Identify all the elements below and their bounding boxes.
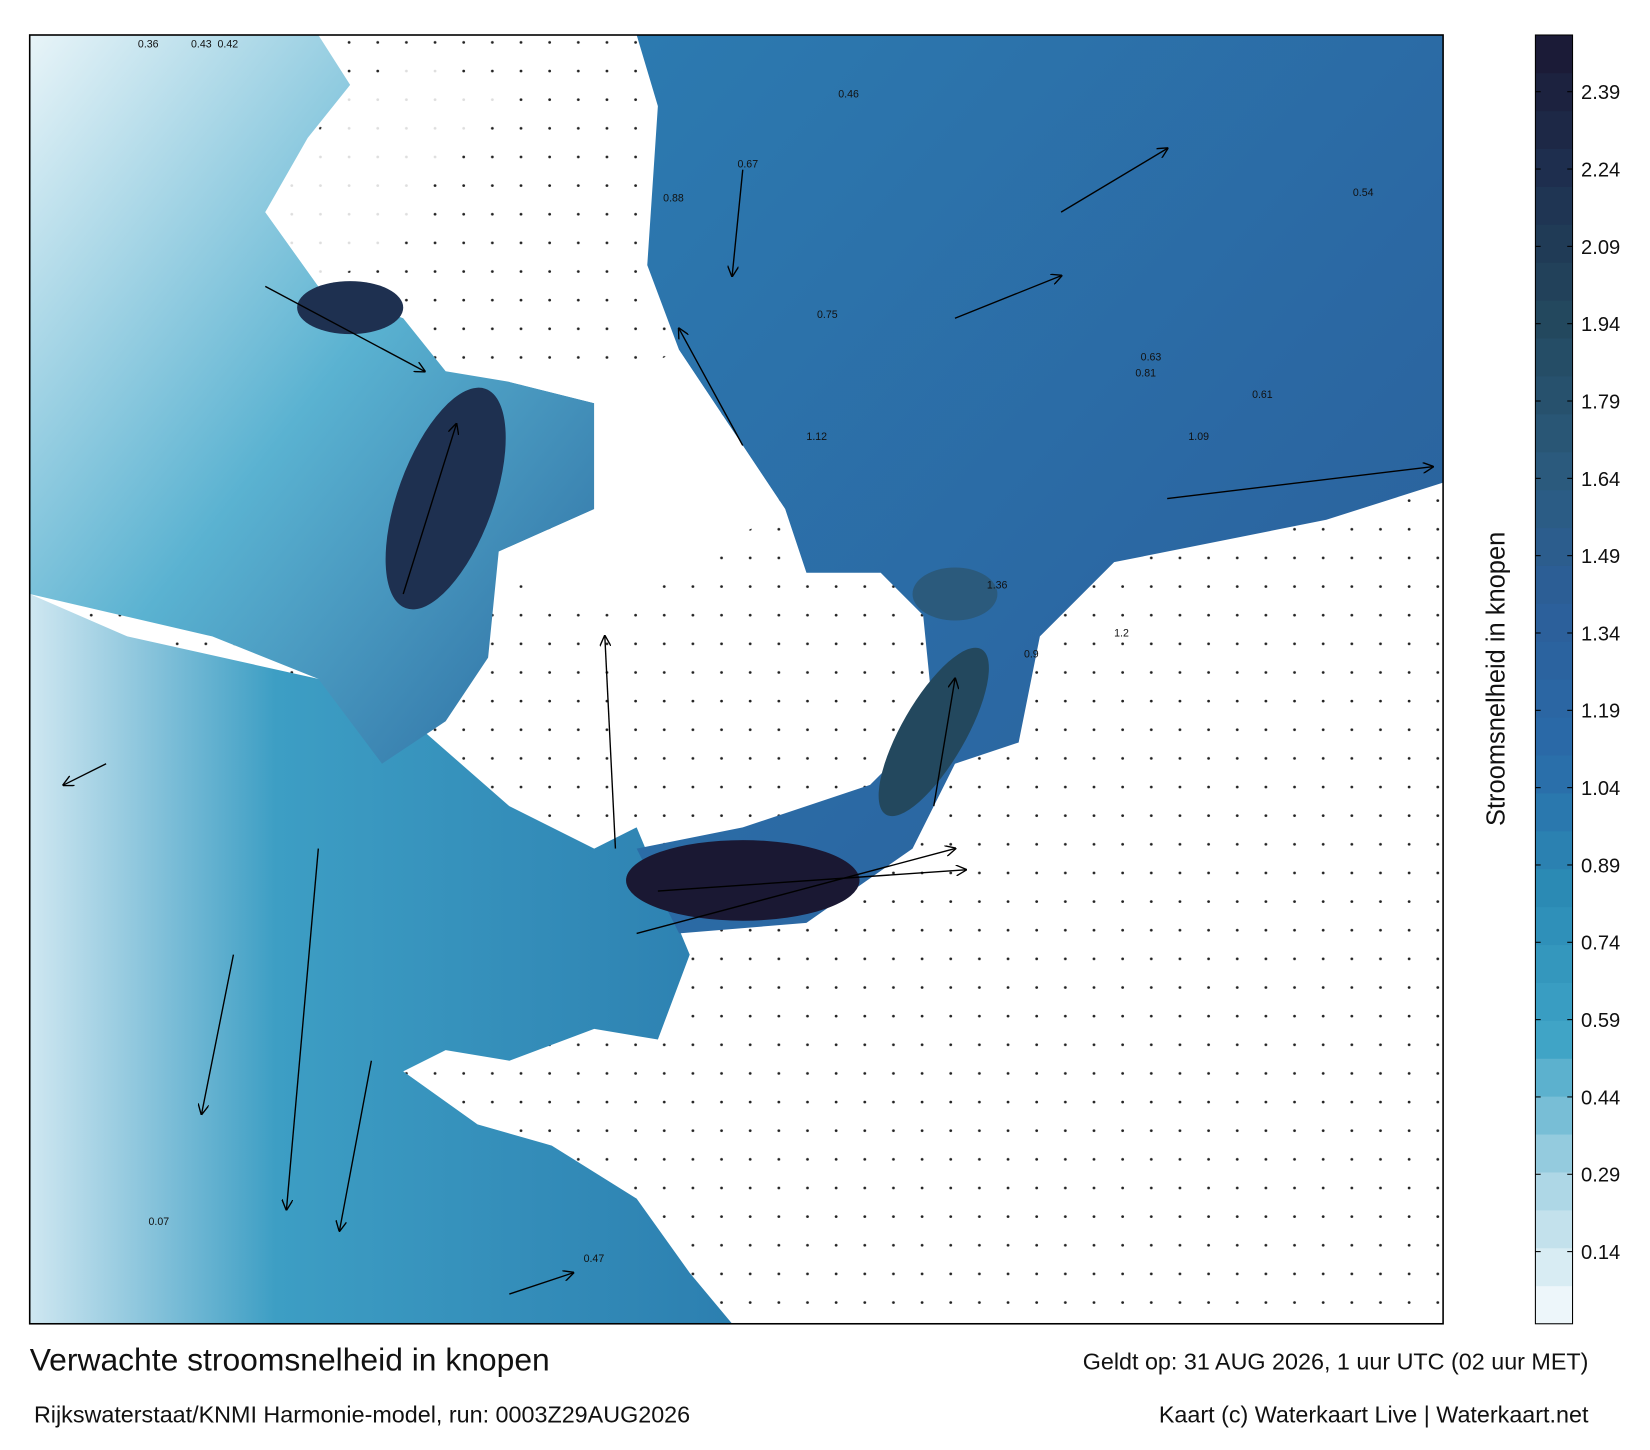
point-label: 1.2	[1114, 627, 1129, 639]
colorbar-tick-label: 0.29	[1581, 1165, 1620, 1187]
colorbar-band	[1535, 830, 1573, 870]
colorbar-band	[1535, 413, 1573, 453]
colorbar-tick-label: 1.04	[1581, 778, 1620, 800]
colorbar-tick-label: 1.34	[1581, 623, 1620, 645]
colorbar-tick-label: 2.39	[1581, 82, 1620, 104]
colorbar-band	[1535, 148, 1573, 187]
colorbar-tick-label: 0.14	[1581, 1242, 1620, 1264]
colorbar-tick-label: 0.59	[1581, 1010, 1620, 1032]
colorbar-band	[1535, 716, 1573, 756]
sea-south-west	[29, 594, 733, 1324]
colorbar-tick-label: 2.24	[1581, 159, 1620, 181]
colorbar-band	[1535, 1058, 1573, 1097]
colorbar-frame	[1534, 34, 1574, 1325]
colorbar-band	[1535, 679, 1573, 718]
fast-current	[878, 647, 989, 817]
current-arrows	[64, 149, 1433, 1295]
point-label: 0.46	[838, 89, 859, 101]
colorbar-tick-label: 1.94	[1581, 314, 1620, 336]
colorbar-band	[1535, 906, 1573, 946]
colorbar-band	[1535, 1285, 1573, 1325]
colorbar-tick-label: 1.49	[1581, 546, 1620, 568]
point-label: 0.63	[1141, 352, 1162, 364]
colorbar-band	[1535, 300, 1573, 339]
point-label: 0.42	[218, 39, 239, 51]
point-label: 0.36	[138, 39, 159, 51]
point-label: 0.47	[584, 1253, 605, 1265]
colorbar-band	[1535, 1133, 1573, 1173]
fast-current	[912, 567, 998, 621]
colorbar-tick-label: 1.64	[1581, 469, 1620, 491]
colorbar-band	[1535, 868, 1573, 908]
colorbar-band	[1535, 565, 1573, 604]
point-label: 0.75	[817, 309, 838, 321]
point-label: 0.88	[663, 193, 684, 205]
colorbar-band	[1535, 1096, 1573, 1135]
colorbar-band	[1535, 982, 1573, 1021]
colorbar-tick-label: 2.09	[1581, 237, 1620, 259]
colorbar-band	[1535, 603, 1573, 642]
colorbar-band	[1535, 375, 1573, 415]
point-label: 1.36	[987, 580, 1008, 592]
colorbar-tick-label: 0.44	[1581, 1087, 1620, 1109]
colorbar-band	[1535, 262, 1573, 301]
colorbar-tick-label: 1.79	[1581, 391, 1620, 413]
point-label: 0.43	[191, 39, 212, 51]
sea-north-east	[636, 35, 1444, 934]
colorbar-tick-label: 0.74	[1581, 933, 1620, 955]
colorbar-band	[1535, 944, 1573, 983]
map-area: 0.36 0.43 0.42 1.12 0.75 0.88 0.46 0.61 1.09 1.36…	[28, 34, 1444, 1325]
colorbar-band	[1535, 489, 1573, 529]
point-labels: 0.36 0.43 0.42 1.12 0.75 0.88 0.46 0.61 1.09 1.36…	[138, 39, 1374, 1266]
colorbar-band	[1535, 34, 1573, 74]
map-frame	[28, 34, 1444, 1325]
point-label: 0.54	[1353, 187, 1374, 199]
fast-current	[297, 281, 404, 335]
colorbar-band	[1535, 337, 1573, 377]
map-subtitle: Rijkswaterstaat/KNMI Harmonie-model, run…	[34, 1401, 690, 1427]
colorbar-band	[1535, 451, 1573, 491]
point-label: 0.07	[149, 1216, 170, 1228]
colorbar-band	[1535, 1020, 1573, 1059]
colorbar-band	[1535, 1171, 1573, 1211]
point-label: 0.9	[1024, 649, 1039, 661]
colorbar-band	[1535, 110, 1573, 150]
colorbar-band	[1535, 72, 1573, 112]
map-title: Verwachte stroomsnelheid in knopen	[30, 1341, 550, 1377]
colorbar-band	[1535, 641, 1573, 680]
colorbar-band	[1535, 1209, 1573, 1249]
colorbar-label: Stroomsnelheid in knopen	[1483, 532, 1511, 826]
point-label: 0.61	[1252, 389, 1273, 401]
colorbar: 0.14 0.29 0.44 0.59 0.74 0.89 1.04 1.19 1.34 1.49…	[1534, 34, 1620, 1325]
credit: Kaart (c) Waterkaart Live | Waterkaart.n…	[1159, 1401, 1589, 1427]
colorbar-band	[1535, 224, 1573, 263]
point-label: 0.81	[1135, 368, 1156, 380]
fast-current	[626, 840, 860, 921]
colorbar-band	[1535, 527, 1573, 566]
colorbar-tick-label: 0.89	[1581, 855, 1620, 877]
colorbar-tick-label: 1.19	[1581, 701, 1620, 723]
valid-time: Geldt op: 31 AUG 2026, 1 uur UTC (02 uur…	[1083, 1348, 1589, 1374]
colorbar-band	[1535, 792, 1573, 832]
colorbar-band	[1535, 1247, 1573, 1287]
point-label: 1.12	[806, 431, 827, 443]
colorbar-band	[1535, 186, 1573, 225]
land-patch	[498, 350, 786, 616]
land-patch	[265, 63, 510, 287]
point-label: 0.67	[737, 159, 758, 171]
point-label: 1.09	[1188, 431, 1209, 443]
colorbar-band	[1535, 754, 1573, 794]
